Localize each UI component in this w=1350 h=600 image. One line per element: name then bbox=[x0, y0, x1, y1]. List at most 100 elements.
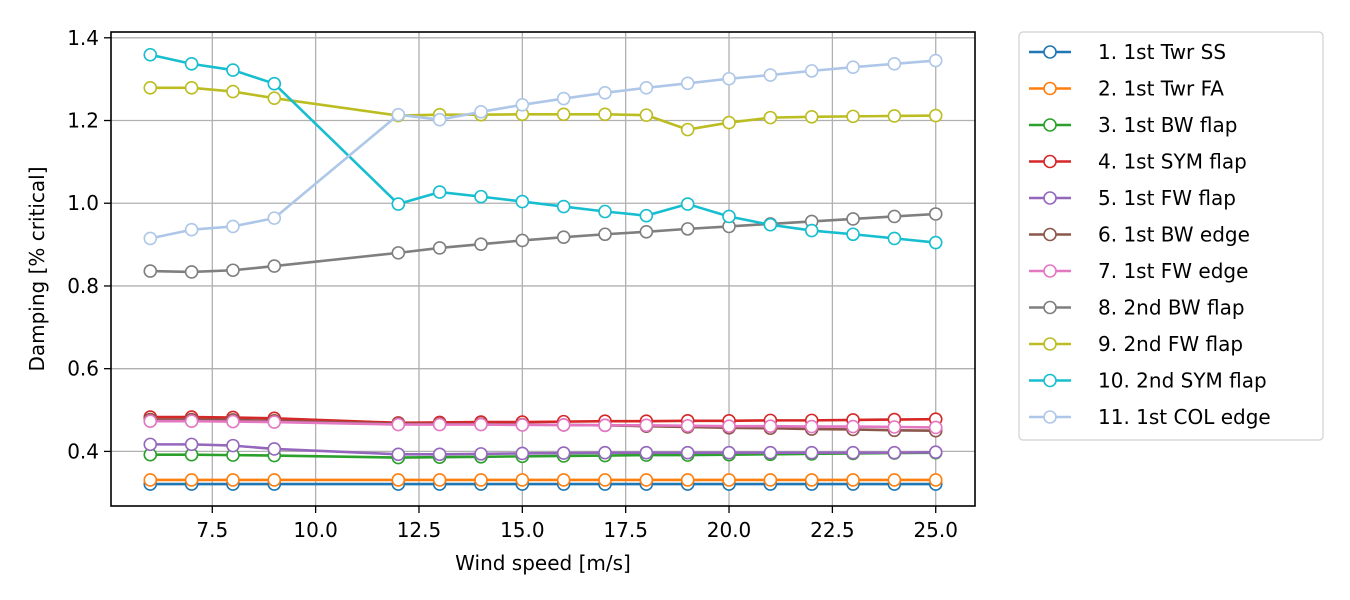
legend-entry: 7. 1st FW edge bbox=[1029, 259, 1248, 283]
data-point bbox=[391, 107, 406, 122]
legend-swatch-marker bbox=[1043, 337, 1057, 351]
data-point bbox=[184, 437, 199, 452]
data-point bbox=[474, 417, 488, 432]
legend-label: 3. 1st BW flap bbox=[1098, 113, 1237, 137]
data-point bbox=[846, 419, 860, 434]
data-point bbox=[226, 438, 240, 453]
data-point bbox=[639, 473, 654, 487]
legend-label: 2. 1st Twr FA bbox=[1098, 77, 1224, 101]
data-point bbox=[143, 414, 158, 429]
plot-frame bbox=[110, 31, 976, 507]
data-point bbox=[391, 246, 406, 260]
y-tick-label: 1.2 bbox=[67, 109, 99, 133]
data-point bbox=[928, 473, 943, 487]
data-point bbox=[267, 76, 282, 91]
data-point bbox=[184, 265, 199, 279]
legend-swatch-marker bbox=[1043, 118, 1057, 132]
data-point bbox=[804, 109, 819, 124]
legend-entry: 11. 1st COL edge bbox=[1029, 405, 1271, 429]
series-2 bbox=[143, 473, 943, 487]
data-point bbox=[184, 473, 199, 487]
data-point bbox=[143, 437, 158, 452]
y-tick-label: 0.4 bbox=[67, 439, 99, 463]
data-point bbox=[143, 47, 158, 62]
data-point bbox=[515, 194, 530, 209]
series-9 bbox=[143, 81, 943, 137]
data-point bbox=[432, 473, 447, 487]
data-point bbox=[474, 189, 488, 204]
x-tick-label: 25.0 bbox=[913, 518, 958, 542]
data-point bbox=[680, 445, 695, 460]
legend-swatch-marker bbox=[1043, 264, 1057, 278]
data-point bbox=[391, 473, 406, 487]
data-point bbox=[928, 235, 943, 250]
legend-entry: 6. 1st BW edge bbox=[1029, 223, 1250, 247]
data-point bbox=[474, 447, 488, 461]
data-point bbox=[846, 227, 860, 242]
data-point bbox=[598, 107, 612, 122]
plot-series bbox=[143, 47, 943, 491]
data-point bbox=[432, 112, 447, 127]
data-point bbox=[184, 57, 199, 71]
legend-swatch-marker bbox=[1043, 45, 1057, 59]
legend-label: 9. 2nd FW flap bbox=[1098, 332, 1243, 356]
legend-entry: 10. 2nd SYM flap bbox=[1029, 369, 1267, 393]
data-point bbox=[432, 241, 447, 255]
data-point bbox=[763, 419, 778, 433]
data-point bbox=[143, 264, 158, 278]
data-point bbox=[763, 473, 778, 487]
legend-label: 8. 2nd BW flap bbox=[1098, 296, 1245, 320]
data-point bbox=[556, 446, 571, 460]
data-point bbox=[184, 414, 199, 429]
x-tick-label: 12.5 bbox=[397, 518, 442, 542]
data-point bbox=[722, 419, 736, 433]
data-point bbox=[804, 64, 819, 78]
legend-label: 1. 1st Twr SS bbox=[1098, 40, 1226, 64]
data-point bbox=[184, 222, 199, 237]
data-point bbox=[598, 473, 612, 487]
data-point bbox=[887, 57, 902, 71]
y-axis-label: Damping [% critical] bbox=[25, 166, 49, 371]
data-point bbox=[598, 227, 612, 242]
data-point bbox=[267, 259, 282, 273]
x-tick-label: 22.5 bbox=[810, 518, 855, 542]
series-line bbox=[149, 53, 936, 244]
data-point bbox=[391, 417, 406, 432]
data-point bbox=[804, 223, 819, 238]
legend-swatch-marker bbox=[1043, 410, 1057, 424]
data-point bbox=[143, 231, 158, 246]
data-point bbox=[432, 185, 447, 199]
legend-entry: 4. 1st SYM flap bbox=[1029, 150, 1247, 174]
series-line bbox=[150, 443, 936, 456]
data-point bbox=[639, 81, 654, 95]
data-point bbox=[763, 217, 778, 232]
data-point bbox=[928, 445, 943, 460]
data-point bbox=[267, 91, 282, 105]
series-5 bbox=[143, 437, 943, 462]
data-point bbox=[267, 415, 282, 429]
data-point bbox=[556, 91, 571, 106]
y-tick-label: 1.4 bbox=[67, 26, 99, 50]
data-point bbox=[680, 222, 695, 236]
y-tick-label: 0.8 bbox=[67, 274, 99, 298]
data-point bbox=[556, 107, 571, 122]
legend-swatch-marker bbox=[1043, 300, 1057, 315]
legend-label: 4. 1st SYM flap bbox=[1098, 150, 1247, 174]
series-8 bbox=[143, 207, 943, 279]
data-point bbox=[680, 197, 695, 211]
data-point bbox=[680, 122, 695, 137]
data-point bbox=[722, 209, 736, 224]
y-tick-label: 1.0 bbox=[67, 191, 99, 215]
legend-swatch-marker bbox=[1043, 81, 1057, 96]
legend-entry: 1. 1st Twr SS bbox=[1029, 40, 1226, 64]
legend-label: 11. 1st COL edge bbox=[1098, 405, 1271, 429]
data-point bbox=[639, 224, 654, 239]
data-point bbox=[226, 84, 240, 99]
data-point bbox=[887, 209, 902, 224]
data-point bbox=[432, 447, 447, 462]
data-point bbox=[846, 212, 860, 226]
x-tick-label: 15.0 bbox=[500, 518, 545, 542]
data-point bbox=[598, 445, 612, 460]
data-point bbox=[804, 419, 819, 434]
